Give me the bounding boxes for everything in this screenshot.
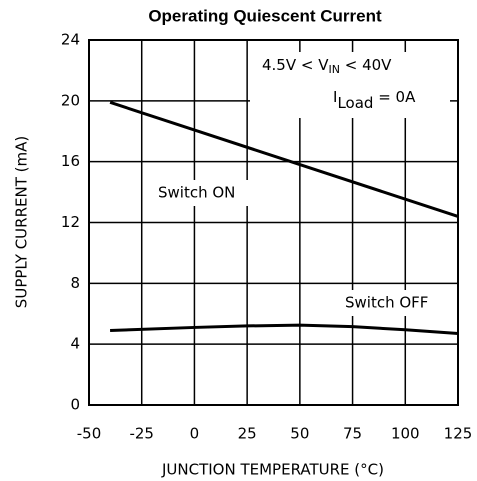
x-tick-label: 50 — [290, 425, 309, 443]
x-axis-label: JUNCTION TEMPERATURE (°C) — [161, 461, 384, 479]
y-tick-label: 4 — [70, 335, 80, 353]
label-bg — [152, 180, 262, 206]
x-tick-label: -50 — [77, 425, 102, 443]
series-label: Switch OFF — [345, 294, 428, 312]
x-tick-label: 100 — [391, 425, 420, 443]
y-tick-label: 12 — [61, 213, 80, 231]
label-bg — [338, 290, 453, 316]
data-line — [110, 323, 459, 336]
x-tick-label: 125 — [444, 425, 473, 443]
plot-frame — [88, 39, 459, 406]
x-tick-label: 75 — [343, 425, 362, 443]
x-tick-label: -25 — [129, 425, 154, 443]
y-tick-label: 24 — [61, 31, 80, 49]
x-tick-label: 0 — [190, 425, 200, 443]
series-label: Switch ON — [158, 184, 235, 202]
y-axis-label: SUPPLY CURRENT (mA) — [13, 136, 31, 308]
annotation-bg — [250, 52, 450, 118]
y-tick-label: 20 — [61, 91, 80, 109]
data-line — [109, 100, 459, 218]
annotation: ILoad = 0A — [333, 88, 416, 112]
annotation: 4.5V < VIN < 40V — [262, 56, 392, 77]
chart-title: Operating Quiescent Current — [148, 6, 382, 25]
y-tick-label: 16 — [61, 152, 80, 170]
x-tick-label: 25 — [238, 425, 257, 443]
y-tick-label: 8 — [70, 274, 80, 292]
y-tick-label: 0 — [70, 396, 80, 414]
